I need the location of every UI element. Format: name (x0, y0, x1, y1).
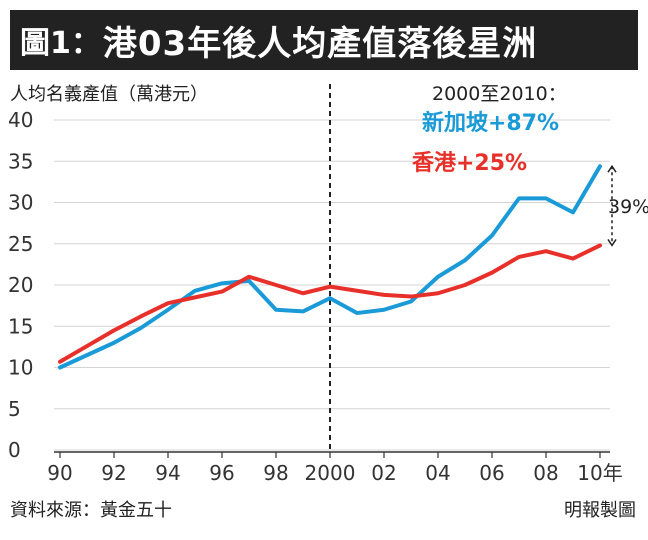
gap-label: 39% (608, 196, 648, 218)
chart-header: 圖1： 港03年後人均產值落後星洲 (10, 10, 638, 70)
x-tick-label: 08 (533, 461, 558, 485)
gap-arrow-down-icon (607, 238, 617, 247)
x-tick-label: 96 (209, 461, 234, 485)
y-tick-label: 20 (8, 273, 33, 297)
x-tick-label: 04 (425, 461, 450, 485)
y-tick-label: 5 (8, 397, 21, 421)
y-tick-label: 15 (8, 314, 33, 338)
x-tick-label: 10年 (577, 461, 622, 485)
y-tick-label: 0 (8, 438, 21, 462)
x-tick-label: 02 (371, 461, 396, 485)
legend-entry-singapore: 新加坡+87% (422, 110, 559, 136)
legend-entry-hongkong: 香港+25% (412, 151, 527, 176)
y-tick-label: 30 (8, 191, 33, 215)
chart-title: 港03年後人均產值落後星洲 (102, 23, 538, 64)
y-tick-label: 35 (8, 149, 33, 173)
figure-label: 圖1： (20, 26, 101, 61)
gap-arrow-up-icon (607, 164, 617, 173)
y-tick-label: 40 (8, 108, 33, 132)
source-note: 資料來源：黃金五十 (10, 500, 172, 521)
credit-note: 明報製圖 (564, 500, 636, 521)
y-tick-label: 25 (8, 232, 33, 256)
y-axis-label: 人均名義產值（萬港元） (10, 84, 208, 105)
legend-header: 2000至2010： (432, 83, 567, 105)
x-tick-label: 2000 (305, 461, 356, 485)
x-tick-label: 90 (47, 461, 72, 485)
series-line-singapore (58, 164, 602, 370)
x-tick-label: 98 (263, 461, 288, 485)
x-tick-label: 94 (155, 461, 180, 485)
x-tick-label: 06 (479, 461, 504, 485)
x-tick-label: 92 (101, 461, 126, 485)
series-line-hongkong (58, 243, 602, 364)
y-tick-label: 10 (8, 356, 33, 380)
